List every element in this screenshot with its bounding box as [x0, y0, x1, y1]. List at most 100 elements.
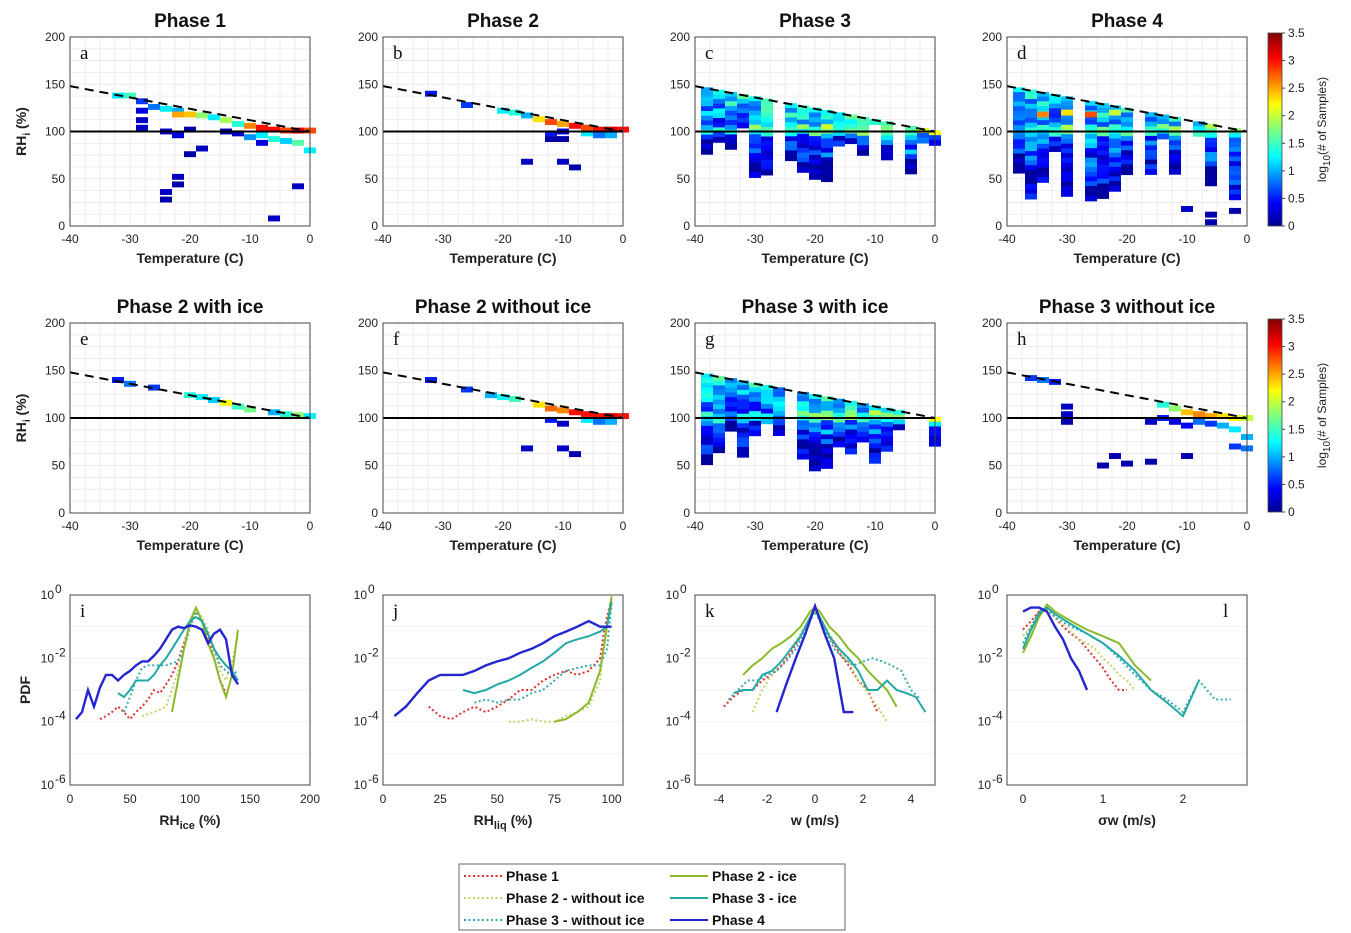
heatmap-cell [713, 117, 725, 124]
heatmap-cell [797, 114, 809, 121]
heatmap-cell [485, 392, 497, 399]
heatmap-cell [857, 121, 869, 128]
heatmap-cell [881, 445, 893, 452]
heatmap-cell [833, 427, 845, 434]
heatmap-cell [1085, 152, 1097, 159]
heatmap-cell [1025, 165, 1037, 172]
heatmap-cell [1085, 119, 1097, 126]
heatmap-cell [737, 427, 749, 434]
heatmap-cell [1157, 401, 1169, 408]
heatmap-cell [1025, 108, 1037, 115]
y-tick-label: 200 [670, 30, 690, 44]
heatmap-cell [773, 387, 785, 394]
panel-letter: i [80, 601, 85, 622]
heatmap-cell [1013, 129, 1025, 136]
colorbar-tick-label: 3 [1288, 340, 1295, 354]
heatmap-cell [1121, 131, 1133, 138]
heatmap-cell [1061, 105, 1073, 112]
heatmap-cell [833, 126, 845, 133]
y-tick-label: 100 [670, 411, 690, 425]
heatmap-cell [701, 430, 713, 437]
heatmap-cell [713, 428, 725, 435]
heatmap-cell [881, 431, 893, 438]
heatmap-cell [1217, 422, 1229, 429]
heatmap-cell [797, 429, 809, 436]
heatmap-cell [881, 149, 893, 156]
heatmap-cell [761, 389, 773, 396]
heatmap-cell [461, 386, 473, 393]
heatmap-cell [797, 396, 809, 403]
y-tick-label: 10 [666, 715, 680, 729]
heatmap-cell [725, 124, 737, 131]
heatmap-cell [725, 382, 737, 389]
heatmap-cell [893, 419, 905, 426]
heatmap-cell [749, 167, 761, 174]
heatmap-cell [1085, 148, 1097, 155]
heatmap-cell [1013, 110, 1025, 117]
y-tick-exponent: -2 [992, 645, 1003, 659]
y-tick-label: 200 [45, 30, 65, 44]
heatmap-cell [461, 102, 473, 108]
y-tick-label: 150 [982, 77, 1002, 91]
heatmap-cell [1085, 176, 1097, 183]
x-tick-label: -20 [1118, 519, 1136, 533]
heatmap-cell [1061, 115, 1073, 122]
heatmap-cell [797, 143, 809, 150]
x-tick-label: 0 [932, 232, 939, 246]
x-tick-label: 0 [1020, 792, 1027, 806]
heatmap-cell [737, 389, 749, 396]
heatmap-cell [737, 103, 749, 110]
heatmap-cell [833, 422, 845, 429]
x-tick-label: 0 [307, 232, 314, 246]
heatmap-cell [1145, 117, 1157, 123]
heatmap-cell [761, 117, 773, 124]
panel-letter: h [1017, 329, 1027, 350]
colorbars: 0 0.5 1 1.5 2 2.5 3 3.5 log10(# of Samples) 0 0.5 1… [1267, 26, 1333, 519]
heatmap-cell [821, 143, 833, 150]
heatmap-cell [833, 417, 845, 424]
colorbar-tick-label: 2 [1288, 109, 1295, 123]
colorbar-tick-label: 1 [1288, 164, 1295, 178]
y-tick-label: 0 [371, 219, 378, 233]
y-tick-label: 10 [41, 715, 55, 729]
heatmap-cell [1169, 145, 1181, 152]
liquid-saturation-line [694, 371, 936, 419]
heatmap-cell [785, 107, 797, 114]
heatmap-cell [1205, 180, 1217, 187]
heatmap-cell [1145, 159, 1157, 166]
heatmap-cell [749, 124, 761, 131]
heatmap-cell [1121, 159, 1133, 166]
liquid-saturation-line [382, 371, 624, 419]
x-tick-label: -10 [241, 519, 259, 533]
y-tick-label: 0 [683, 219, 690, 233]
heatmap-cell [857, 417, 869, 424]
heatmap-cell [1085, 167, 1097, 174]
panel-title: Phase 2 [467, 11, 539, 32]
x-tick-label: -30 [121, 519, 139, 533]
heatmap-cell [1109, 171, 1121, 178]
heatmap-cell [701, 101, 713, 108]
heatmap-cell [1157, 133, 1169, 140]
x-tick-label: -20 [806, 519, 824, 533]
x-tick-label: 0 [67, 792, 74, 806]
x-axis-label: w (m/s) [790, 812, 839, 828]
y-axis-label: PDF [17, 676, 33, 704]
heatmap-cell [1037, 172, 1049, 179]
heatmap-cell [1037, 120, 1049, 127]
panel-g: -40 -30 -20 -10 0 0 50 100 150 200 Temperature (C)… [670, 297, 941, 553]
y-tick-exponent: -6 [992, 772, 1003, 786]
heatmap-cell [1097, 188, 1109, 195]
heatmap-cell [1121, 145, 1133, 152]
heatmap-cell [761, 127, 773, 133]
heatmap-cell [701, 125, 713, 132]
heatmap-cell [1085, 157, 1097, 164]
heatmap-cell [713, 404, 725, 411]
heatmap-cell [1013, 120, 1025, 127]
y-tick-exponent: -4 [55, 709, 66, 723]
heatmap-cell [1025, 127, 1037, 134]
heatmap-cell [1061, 143, 1073, 150]
heatmap-cell [737, 122, 749, 129]
heatmap-cell [713, 89, 725, 96]
heatmap-cell [701, 421, 713, 428]
heatmap-cell [713, 442, 725, 449]
